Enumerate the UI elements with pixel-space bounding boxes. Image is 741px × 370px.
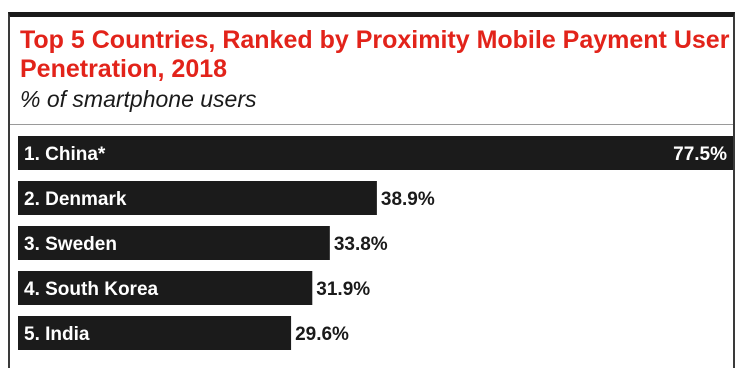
bar [18, 226, 330, 260]
bar-group: 2. Denmark 38.9% [18, 181, 435, 215]
chart-frame [8, 12, 735, 368]
bar-group: 5. India 29.6% [18, 316, 349, 350]
value-label: 38.9% [381, 189, 435, 210]
bar [18, 271, 313, 305]
category-label: 5. India [24, 324, 90, 345]
value-label: 31.9% [316, 279, 370, 300]
category-label: 4. South Korea [24, 279, 159, 300]
bar-group: 4. South Korea 31.9% [18, 271, 370, 305]
bar-group: 3. Sweden 33.8% [18, 226, 388, 260]
bar [18, 181, 377, 215]
value-label: 77.5% [673, 144, 727, 165]
category-label: 2. Denmark [24, 189, 127, 210]
chart-title: Top 5 Countries, Ranked by Proximity Mob… [20, 26, 730, 83]
bar-group: 1. China* 77.5% [18, 136, 733, 170]
bar [18, 136, 733, 170]
value-label: 29.6% [295, 324, 349, 345]
chart-subtitle: % of smartphone users [20, 86, 257, 112]
bar [18, 316, 292, 350]
value-label: 33.8% [334, 234, 388, 255]
divider-rule [10, 124, 733, 125]
category-label: 3. Sweden [24, 234, 117, 255]
category-label: 1. China* [24, 144, 106, 165]
